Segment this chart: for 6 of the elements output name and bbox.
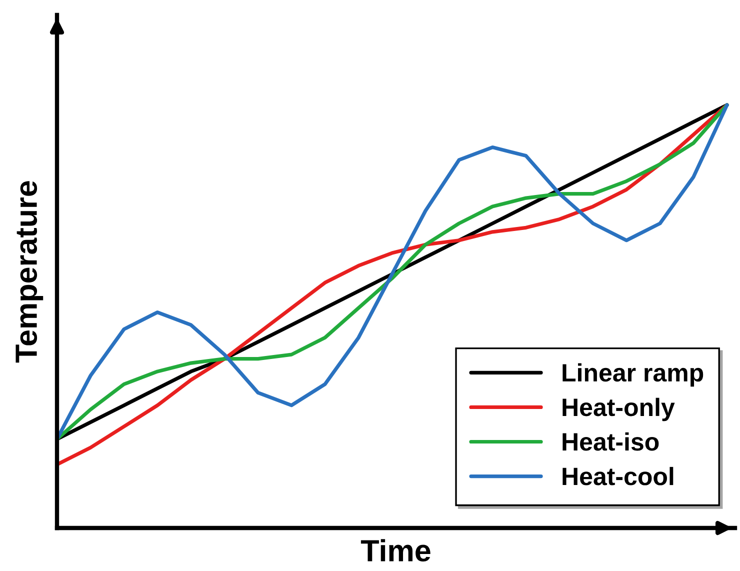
legend-label: Linear ramp xyxy=(562,363,704,387)
x-axis-title: Time xyxy=(360,539,430,562)
legend-label: Heat-iso xyxy=(562,432,659,451)
legend-label: Heat-only xyxy=(562,398,675,422)
legend-label: Heat-cool xyxy=(562,466,674,486)
y-axis-title: Temperature xyxy=(16,181,44,363)
